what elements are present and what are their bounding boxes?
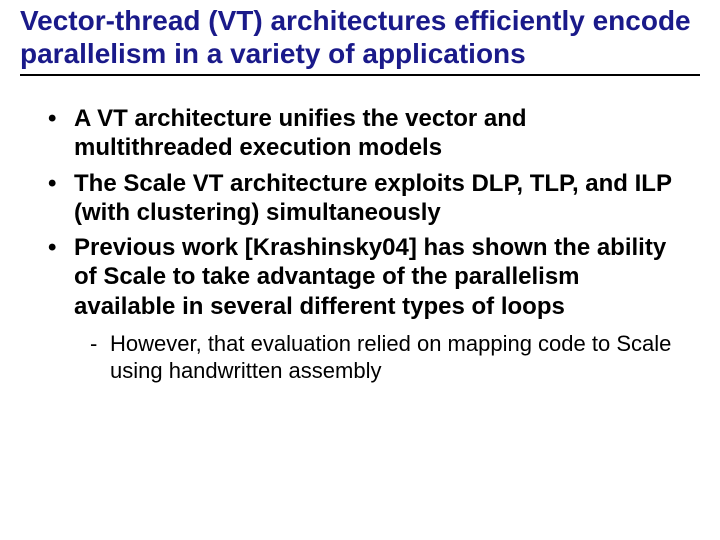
slide-body: A VT architecture unifies the vector and… [0, 76, 720, 385]
bullet-text: Previous work [Krashinsky04] has shown t… [74, 234, 666, 320]
list-item: Previous work [Krashinsky04] has shown t… [44, 233, 676, 384]
list-item: A VT architecture unifies the vector and… [44, 104, 676, 163]
bullet-list: A VT architecture unifies the vector and… [44, 104, 676, 385]
list-item: However, that evaluation relied on mappi… [88, 331, 676, 385]
list-item: The Scale VT architecture exploits DLP, … [44, 169, 676, 228]
slide-title: Vector-thread (VT) architectures efficie… [20, 4, 700, 70]
sub-bullet-text: However, that evaluation relied on mappi… [110, 331, 671, 383]
sub-list: However, that evaluation relied on mappi… [88, 331, 676, 385]
title-block: Vector-thread (VT) architectures efficie… [0, 0, 720, 76]
bullet-text: The Scale VT architecture exploits DLP, … [74, 170, 672, 226]
bullet-text: A VT architecture unifies the vector and… [74, 105, 527, 161]
slide: Vector-thread (VT) architectures efficie… [0, 0, 720, 540]
